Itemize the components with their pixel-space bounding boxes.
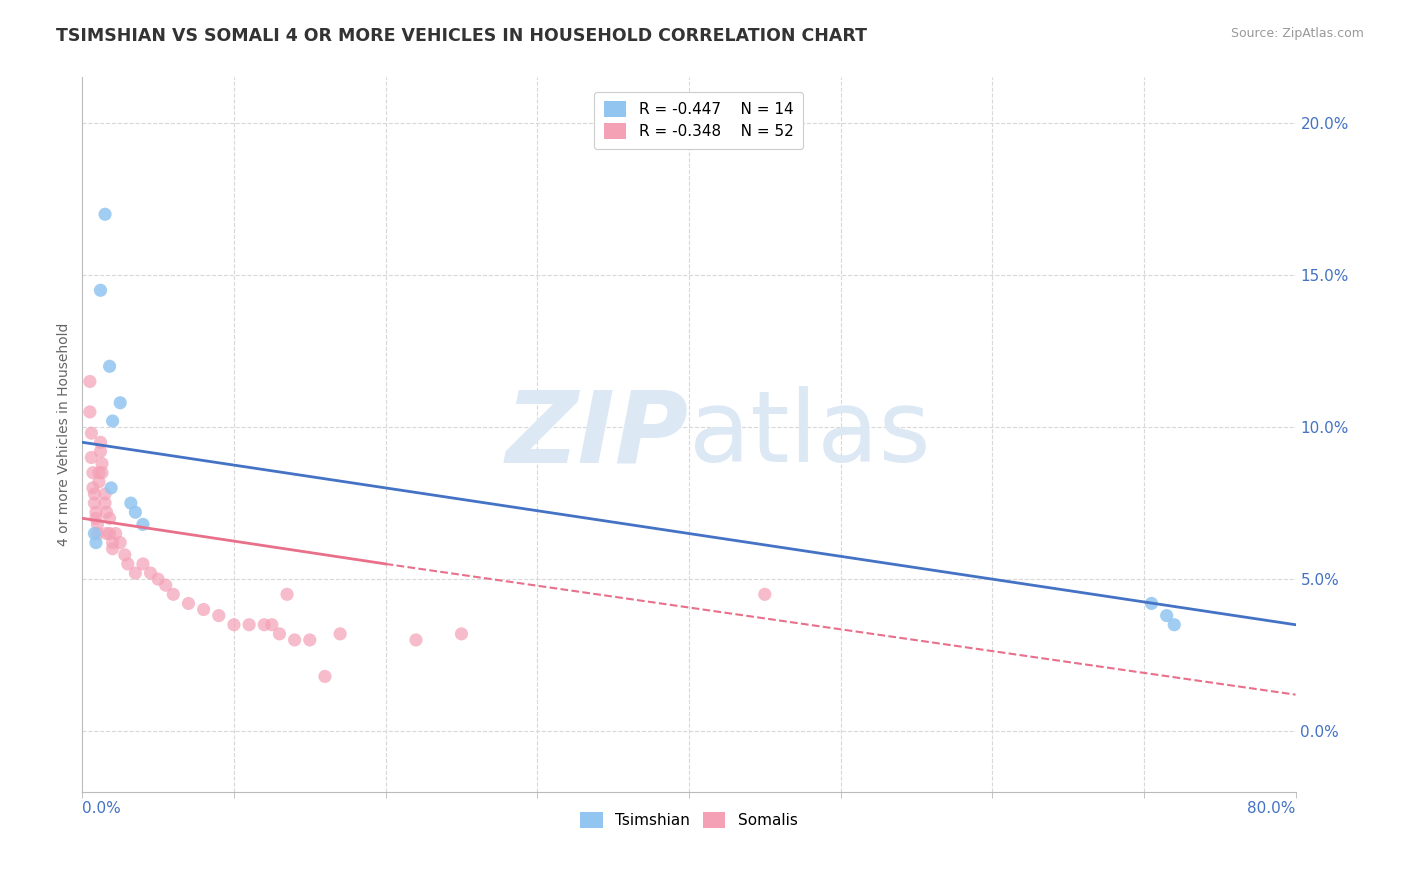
Point [238, 617, 260, 632]
Point [96, 505, 118, 519]
Point [98, 511, 121, 525]
Legend: Tsimshian, Somalis: Tsimshian, Somalis [574, 806, 804, 834]
Text: ZIP: ZIP [506, 386, 689, 483]
Point [89, 444, 111, 458]
Point [84, 511, 107, 525]
Point [139, 566, 162, 580]
Point [284, 632, 307, 647]
Point [329, 627, 352, 641]
Point [177, 597, 200, 611]
Point [80, 450, 103, 465]
Point [114, 548, 136, 562]
Point [298, 632, 321, 647]
Point [405, 632, 427, 647]
Text: 80.0%: 80.0% [1247, 801, 1295, 816]
Point [89, 283, 111, 297]
Point [117, 557, 139, 571]
Point [94, 496, 117, 510]
Point [86, 517, 108, 532]
Point [108, 535, 131, 549]
Text: TSIMSHIAN VS SOMALI 4 OR MORE VEHICLES IN HOUSEHOLD CORRELATION CHART: TSIMSHIAN VS SOMALI 4 OR MORE VEHICLES I… [56, 27, 868, 45]
Point [82, 481, 104, 495]
Point [87, 475, 110, 489]
Point [84, 505, 107, 519]
Point [124, 505, 146, 519]
Point [83, 487, 105, 501]
Point [754, 587, 776, 601]
Point [82, 466, 104, 480]
Point [91, 466, 114, 480]
Point [94, 487, 117, 501]
Text: atlas: atlas [689, 386, 931, 483]
Point [89, 435, 111, 450]
Text: 0.0%: 0.0% [83, 801, 121, 816]
Point [87, 466, 110, 480]
Point [155, 578, 177, 592]
Point [79, 375, 101, 389]
Point [260, 617, 283, 632]
Text: Source: ZipAtlas.com: Source: ZipAtlas.com [1230, 27, 1364, 40]
Point [96, 526, 118, 541]
Point [98, 526, 121, 541]
Point [450, 627, 472, 641]
Point [1156, 608, 1178, 623]
Point [101, 414, 124, 428]
Point [162, 587, 184, 601]
Point [132, 557, 155, 571]
Point [83, 496, 105, 510]
Point [132, 517, 155, 532]
Point [193, 602, 215, 616]
Point [253, 617, 276, 632]
Point [120, 496, 142, 510]
Point [276, 587, 298, 601]
Point [86, 526, 108, 541]
Point [101, 541, 124, 556]
Point [79, 405, 101, 419]
Y-axis label: 4 or more Vehicles in Household: 4 or more Vehicles in Household [58, 323, 72, 547]
Point [91, 457, 114, 471]
Point [146, 572, 169, 586]
Point [314, 669, 336, 683]
Point [83, 526, 105, 541]
Point [84, 535, 107, 549]
Point [104, 526, 127, 541]
Point [124, 566, 146, 580]
Point [222, 617, 245, 632]
Point [98, 359, 121, 374]
Point [94, 207, 117, 221]
Point [1140, 597, 1163, 611]
Point [101, 535, 124, 549]
Point [100, 481, 122, 495]
Point [108, 396, 131, 410]
Point [80, 426, 103, 441]
Point [208, 608, 231, 623]
Point [269, 627, 291, 641]
Point [1163, 617, 1185, 632]
